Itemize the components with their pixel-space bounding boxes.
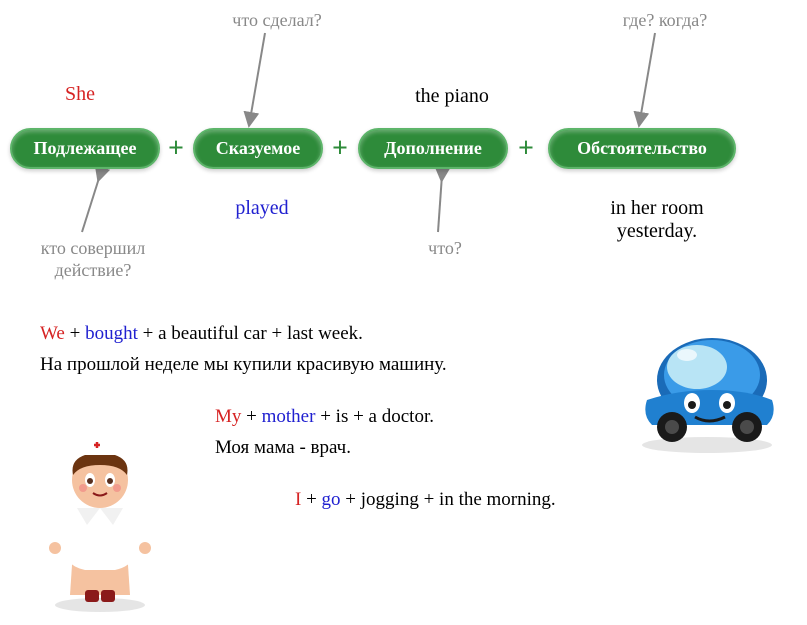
plus-connector: + — [332, 133, 348, 165]
sentence-part-pill: Обстоятельство — [548, 128, 736, 169]
diagram-example-word: played — [222, 197, 302, 220]
sentence-part: go — [322, 489, 341, 510]
sentence-part: We — [40, 323, 65, 344]
diagram-example-word: She — [50, 83, 110, 106]
diagram-question-annotation: что? — [415, 238, 475, 260]
diagram-example-word: in her room yesterday. — [582, 197, 732, 243]
sentence-part: + jogging + in the morning. — [341, 489, 556, 510]
sentence-structure-diagram: Подлежащее Сказуемое Дополнение Обстоятельс… — [0, 0, 807, 290]
diagram-question-annotation: кто совершил действие? — [18, 238, 168, 281]
plus-connector: + — [518, 133, 534, 165]
sentence-part: mother — [262, 406, 316, 427]
sentence-part-pill: Дополнение — [358, 128, 508, 169]
sentence-part: bought — [85, 323, 138, 344]
sentence-part-pill: Подлежащее — [10, 128, 160, 169]
sentence-part: + is + a doctor. — [315, 406, 434, 427]
car-illustration — [627, 325, 787, 455]
sentence-part: + — [241, 406, 261, 427]
example-3-sentence: I + go + jogging + in the morning. — [295, 486, 760, 515]
diagram-example-word: the piano — [392, 85, 512, 108]
plus-connector: + — [168, 133, 184, 165]
sentence-part: + — [65, 323, 85, 344]
sentence-part: + — [301, 489, 321, 510]
sentence-part: + a beautiful car + last week. — [138, 323, 363, 344]
diagram-question-annotation: что сделал? — [212, 10, 342, 32]
nurse-illustration — [35, 430, 165, 615]
sentence-part-pill: Сказуемое — [193, 128, 323, 169]
diagram-question-annotation: где? когда? — [600, 10, 730, 32]
example-3: I + go + jogging + in the morning. — [295, 486, 760, 515]
sentence-part: My — [215, 406, 241, 427]
